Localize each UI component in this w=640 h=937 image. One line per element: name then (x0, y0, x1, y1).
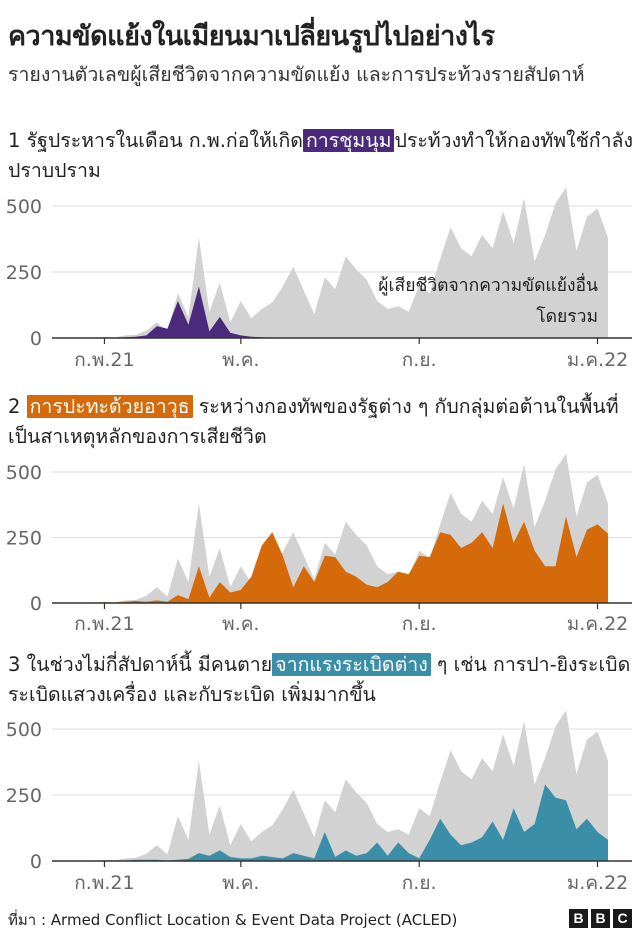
explosions-area (52, 784, 608, 861)
bbc-logo-letter-1: B (569, 909, 588, 928)
y-tick-label: 250 (6, 785, 42, 807)
protests-area (52, 286, 608, 338)
chart-panel-1: 0 250 500 ก.พ.21 พ.ค. ก.ย. ม.ค.22 ผู้เสียชีวิตจ… (6, 187, 632, 371)
y-tick-label: 0 (30, 328, 42, 350)
panel-2-caption-pre: 2 (8, 395, 27, 418)
y-tick-label: 500 (6, 719, 42, 741)
y-tick-label: 250 (6, 262, 42, 284)
panel-1-caption: 1 รัฐประหารในเดือน ก.พ.ก่อให้เกิด การชุมน… (8, 126, 636, 186)
chart-title: ความขัดแย้งในเมียนมาเปลี่ยนรูปไปอย่างไร (8, 21, 495, 52)
x-tick-label: พ.ค. (222, 349, 259, 371)
x-tick-label: ก.ย. (402, 872, 437, 894)
x-tick-label: ก.พ.21 (74, 872, 134, 894)
total-area (52, 187, 608, 338)
y-tick-label: 500 (6, 462, 42, 484)
y-tick-label: 0 (30, 851, 42, 873)
bbc-logo-letter-2: B (591, 909, 610, 928)
x-tick-label: ก.ย. (402, 613, 437, 635)
panel-2-highlight: การปะทะด้วยอาวุธ (26, 395, 193, 418)
chart-panel-2: 0 250 500 ก.พ.21 พ.ค. ก.ย. ม.ค.22 (6, 453, 632, 635)
y-tick-label: 250 (6, 528, 42, 550)
x-tick-label: พ.ค. (222, 613, 259, 635)
panel-2-caption-post: ระหว่างกองทัพของรัฐต่าง ๆ กับกลุ่มต่อต้า… (8, 395, 619, 448)
bbc-logo-letter-3: C (613, 909, 632, 928)
x-tick-label: ก.พ.21 (74, 349, 134, 371)
annotation-line-2: โดยรวม (536, 306, 598, 327)
chart-panel-3: 0 250 500 ก.พ.21 พ.ค. ก.ย. ม.ค.22 (6, 710, 632, 894)
y-tick-label: 500 (6, 196, 42, 218)
total-area (52, 710, 608, 861)
y-tick-label: 0 (30, 593, 42, 615)
panel-3-caption: 3 ในช่วงไม่กี่สัปดาห์นี้ มีคนตาย จากแรงระ… (8, 650, 636, 710)
x-tick-label: ม.ค.22 (567, 349, 629, 371)
bbc-logo: B B C (569, 909, 632, 928)
panel-2-caption: 2 การปะทะด้วยอาวุธ ระหว่างกองทัพของรัฐต่… (8, 392, 636, 452)
panel-1-caption-post: ประท้วงทำให้กองทัพใช้กำลังปราบปราม (8, 129, 634, 182)
chart-subtitle: รายงานตัวเลขผู้เสียชีวิตจากความขัดแย้ง แ… (8, 63, 585, 86)
annotation-line-1: ผู้เสียชีวิตจากความขัดแย้งอื่น (378, 273, 598, 296)
x-tick-label: ม.ค.22 (567, 872, 629, 894)
source-note: ที่มา : Armed Conflict Location & Event … (8, 911, 458, 929)
panel-1-highlight: การชุมนุม (302, 129, 395, 152)
panel-3-caption-post: ๆ เช่น การปา-ยิงระเบิด ระเบิดแสวงเครื่อง… (8, 653, 631, 706)
x-tick-label: ก.ย. (402, 349, 437, 371)
x-tick-label: ม.ค.22 (567, 613, 629, 635)
panel-1-caption-pre: 1 รัฐประหารในเดือน ก.พ.ก่อให้เกิด (8, 129, 303, 152)
panel-3-caption-pre: 3 ในช่วงไม่กี่สัปดาห์นี้ มีคนตาย (8, 653, 273, 676)
battles-area (52, 503, 608, 603)
panel-3-highlight: จากแรงระเบิดต่าง (272, 653, 431, 676)
x-tick-label: ก.พ.21 (74, 613, 134, 635)
x-tick-label: พ.ค. (222, 872, 259, 894)
